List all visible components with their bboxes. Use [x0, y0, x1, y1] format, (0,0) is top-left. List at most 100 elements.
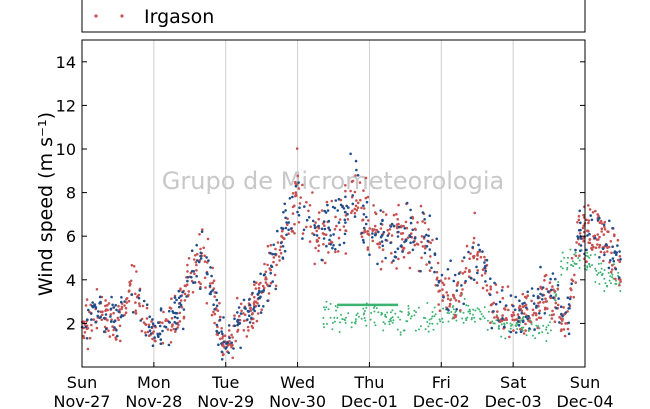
data-point	[397, 316, 400, 319]
data-point	[175, 312, 179, 315]
data-point	[596, 273, 599, 276]
data-point	[552, 313, 555, 316]
data-point	[468, 257, 471, 261]
data-point	[193, 281, 197, 284]
data-point	[397, 257, 400, 261]
data-point	[575, 262, 578, 265]
data-point	[600, 230, 603, 233]
data-point	[598, 255, 601, 259]
data-point	[392, 259, 395, 263]
data-point	[405, 201, 409, 205]
data-point	[479, 318, 482, 321]
data-point	[389, 241, 392, 245]
data-point	[500, 323, 503, 326]
data-point	[218, 318, 222, 322]
data-point	[566, 327, 570, 331]
data-point	[317, 236, 321, 240]
data-point	[469, 252, 472, 255]
data-point	[255, 319, 259, 323]
data-point	[162, 310, 165, 314]
data-point	[476, 254, 479, 257]
data-point	[497, 327, 500, 330]
data-point	[358, 315, 360, 318]
data-point	[285, 233, 288, 237]
data-point	[570, 278, 573, 281]
data-point	[563, 256, 566, 259]
data-point	[321, 232, 325, 235]
data-point	[344, 184, 347, 187]
data-point	[578, 232, 582, 235]
data-point	[325, 200, 329, 204]
data-point	[242, 319, 246, 323]
data-point	[432, 328, 435, 331]
data-point	[350, 321, 353, 324]
y-axis-ticks: 2 4 6 8 10 12 14	[56, 53, 585, 333]
data-point	[413, 309, 416, 312]
data-point	[301, 232, 305, 235]
data-point	[613, 263, 615, 266]
data-point	[258, 290, 261, 294]
data-point	[516, 328, 519, 330]
data-point	[471, 245, 475, 249]
data-point	[595, 238, 599, 241]
data-point	[496, 310, 499, 313]
data-point	[610, 270, 613, 274]
data-point	[330, 241, 334, 244]
data-point	[362, 226, 366, 230]
data-point	[463, 270, 467, 274]
data-point	[619, 290, 622, 292]
data-point	[91, 301, 94, 304]
data-point	[538, 309, 541, 313]
data-point	[314, 221, 317, 224]
data-point	[299, 196, 303, 199]
data-point	[485, 289, 489, 292]
data-point	[441, 299, 445, 302]
data-point	[158, 324, 162, 328]
data-point	[95, 288, 99, 291]
data-point	[448, 312, 451, 315]
data-point	[455, 319, 458, 322]
data-point	[364, 222, 368, 226]
data-point	[147, 325, 151, 329]
data-point	[600, 267, 603, 270]
data-point	[85, 337, 89, 340]
data-point	[585, 268, 588, 271]
data-point	[222, 353, 225, 356]
data-point	[511, 318, 514, 322]
data-point	[541, 294, 544, 297]
data-point	[360, 317, 363, 320]
data-point	[294, 194, 298, 197]
data-point	[148, 329, 152, 333]
data-point	[341, 205, 344, 208]
data-point	[182, 315, 186, 319]
data-point	[177, 289, 180, 293]
data-point	[426, 302, 429, 304]
data-point	[374, 233, 377, 237]
data-point	[197, 260, 201, 264]
data-point	[617, 274, 619, 277]
data-point	[114, 303, 117, 307]
data-point	[530, 323, 533, 326]
data-point	[284, 226, 288, 230]
data-point	[428, 322, 431, 325]
data-point	[397, 203, 400, 207]
data-point	[112, 306, 116, 309]
data-point	[367, 219, 370, 222]
data-point	[250, 324, 254, 328]
data-point	[161, 341, 165, 345]
data-point	[248, 303, 252, 307]
data-point	[117, 318, 120, 322]
data-point	[267, 292, 271, 295]
data-point	[286, 217, 289, 220]
data-point	[372, 204, 375, 207]
data-point	[222, 316, 225, 319]
data-point	[425, 245, 429, 248]
data-point	[156, 332, 159, 336]
data-point	[543, 279, 546, 282]
data-point	[384, 213, 388, 216]
data-point	[356, 312, 359, 315]
axes	[81, 39, 586, 368]
data-point	[326, 209, 330, 212]
data-point	[218, 301, 221, 305]
data-point	[203, 254, 206, 258]
